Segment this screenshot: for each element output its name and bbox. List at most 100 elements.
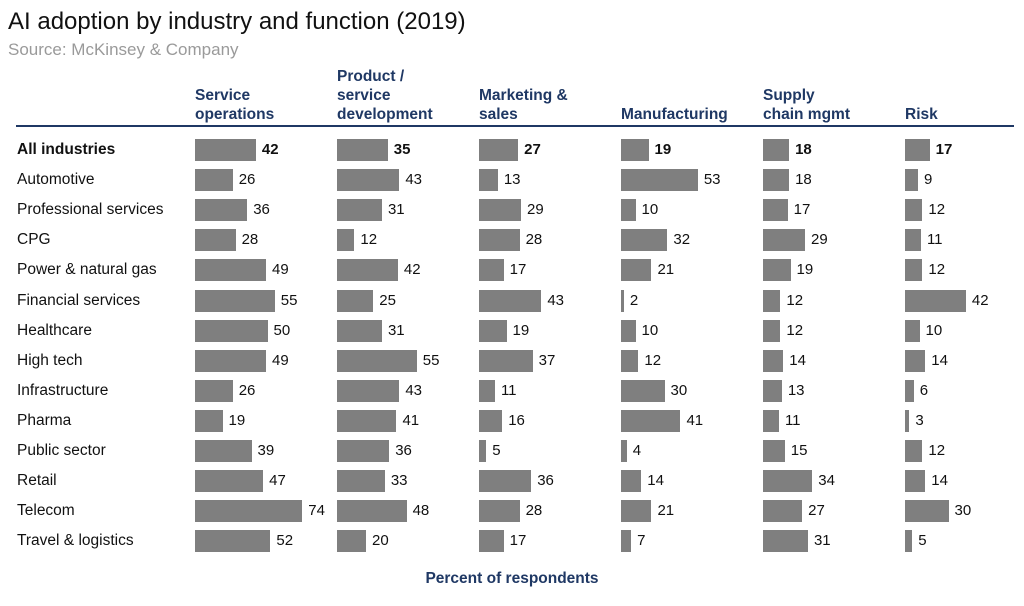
data-label: 11: [784, 411, 801, 429]
data-label: 14: [931, 472, 948, 490]
bar-travel-and-logistics-product-service-development: [337, 530, 366, 553]
data-label: 12: [786, 321, 804, 339]
data-label: 10: [925, 321, 943, 339]
bar-telecom-manufacturing: [621, 500, 652, 523]
data-label: 14: [647, 472, 664, 490]
data-label: 34: [818, 472, 835, 490]
bar-healthcare-supply-chain-mgmt: [763, 319, 781, 342]
row-label-power-and-natural-gas: Power & natural gas: [17, 261, 157, 279]
bar-professional-services-marketing-and-sales: [479, 199, 522, 222]
data-label: 28: [525, 502, 543, 520]
data-label: 42: [261, 141, 279, 158]
data-label: 3: [915, 411, 924, 429]
bar-cpg-marketing-and-sales: [479, 229, 520, 252]
data-label: 31: [387, 201, 405, 219]
data-label: 13: [787, 381, 805, 399]
data-label: 12: [786, 291, 804, 309]
data-label: 55: [422, 351, 440, 369]
data-label: 49: [272, 261, 289, 279]
bar-public-sector-risk: [905, 440, 923, 462]
column-header-line: operations: [195, 106, 275, 123]
bar-professional-services-product-service-development: [337, 199, 382, 222]
column-header-line: Manufacturing: [621, 106, 728, 123]
bar-cpg-supply-chain-mgmt: [763, 229, 806, 252]
bar-healthcare-product-service-development: [337, 319, 382, 342]
bar-telecom-service-operations: [195, 500, 303, 523]
bar-travel-and-logistics-manufacturing: [621, 530, 632, 553]
column-header-manufacturing: Manufacturing: [621, 66, 761, 124]
data-label: 12: [928, 442, 946, 459]
bar-retail-marketing-and-sales: [479, 470, 532, 493]
data-label: 2: [629, 291, 639, 309]
bar-healthcare-marketing-and-sales: [479, 319, 507, 342]
bar-professional-services-service-operations: [195, 199, 248, 222]
data-label: 13: [503, 171, 521, 189]
bar-financial-services-product-service-development: [337, 289, 374, 312]
row-label-professional-services: Professional services: [17, 201, 164, 219]
bar-automotive-service-operations: [195, 169, 233, 192]
data-label: 11: [926, 231, 943, 249]
data-label: 42: [971, 291, 989, 309]
column-header-line: Risk: [905, 106, 938, 123]
row-label-financial-services: Financial services: [17, 291, 141, 309]
bar-financial-services-risk: [905, 289, 966, 312]
data-label: 14: [789, 351, 806, 369]
column-header-line: Product /: [337, 68, 405, 85]
bar-travel-and-logistics-marketing-and-sales: [479, 530, 504, 553]
row-label-retail: Retail: [17, 472, 57, 490]
data-label: 17: [935, 141, 953, 158]
bar-public-sector-manufacturing: [621, 440, 627, 462]
bar-professional-services-manufacturing: [621, 199, 636, 222]
row-label-travel-and-logistics: Travel & logistics: [17, 532, 134, 550]
column-header-line: Marketing &: [479, 87, 568, 104]
data-label: 48: [412, 502, 430, 520]
bar-healthcare-risk: [905, 319, 920, 342]
data-label: 74: [308, 502, 325, 520]
bar-high-tech-product-service-development: [337, 349, 417, 372]
data-label: 12: [644, 351, 662, 369]
data-label: 43: [405, 381, 423, 399]
bar-pharma-marketing-and-sales: [479, 409, 503, 432]
bar-infrastructure-manufacturing: [621, 379, 665, 402]
bar-high-tech-manufacturing: [621, 349, 639, 372]
bar-high-tech-supply-chain-mgmt: [763, 349, 784, 372]
data-label: 17: [509, 261, 527, 279]
bar-financial-services-service-operations: [195, 289, 275, 312]
data-label: 43: [405, 171, 423, 189]
data-label: 5: [492, 442, 501, 459]
row-label-cpg: CPG: [17, 231, 51, 249]
bar-power-and-natural-gas-product-service-development: [337, 259, 398, 282]
data-label: 39: [257, 442, 275, 459]
column-header-line: Supply: [763, 87, 815, 104]
bar-travel-and-logistics-service-operations: [195, 530, 271, 553]
bar-pharma-manufacturing: [621, 409, 681, 432]
bar-infrastructure-risk: [905, 379, 914, 402]
bar-pharma-risk: [905, 409, 910, 432]
bar-all-industries-manufacturing: [621, 139, 649, 161]
bar-financial-services-marketing-and-sales: [479, 289, 542, 312]
data-label: 29: [811, 231, 828, 249]
bar-power-and-natural-gas-manufacturing: [621, 259, 652, 282]
bar-all-industries-marketing-and-sales: [479, 139, 519, 161]
data-label: 36: [537, 472, 554, 490]
bar-retail-supply-chain-mgmt: [763, 470, 813, 493]
bar-power-and-natural-gas-supply-chain-mgmt: [763, 259, 791, 282]
bar-high-tech-service-operations: [195, 349, 267, 372]
column-header-service-operations: Service operations: [195, 66, 335, 124]
data-label: 50: [273, 321, 291, 339]
bar-all-industries-supply-chain-mgmt: [763, 139, 790, 161]
bar-automotive-supply-chain-mgmt: [763, 169, 790, 192]
data-label: 29: [527, 201, 544, 219]
bar-automotive-marketing-and-sales: [479, 169, 498, 192]
data-label: 9: [924, 171, 933, 189]
bar-automotive-product-service-development: [337, 169, 400, 192]
data-label: 12: [360, 231, 378, 249]
bar-infrastructure-marketing-and-sales: [479, 379, 495, 402]
data-label: 17: [793, 201, 811, 219]
row-label-public-sector: Public sector: [17, 442, 106, 459]
row-label-healthcare: Healthcare: [17, 321, 92, 339]
x-axis-label: Percent of respondents: [425, 570, 599, 587]
row-label-infrastructure: Infrastructure: [17, 381, 109, 399]
data-label: 19: [228, 411, 246, 429]
data-label: 37: [538, 351, 556, 369]
